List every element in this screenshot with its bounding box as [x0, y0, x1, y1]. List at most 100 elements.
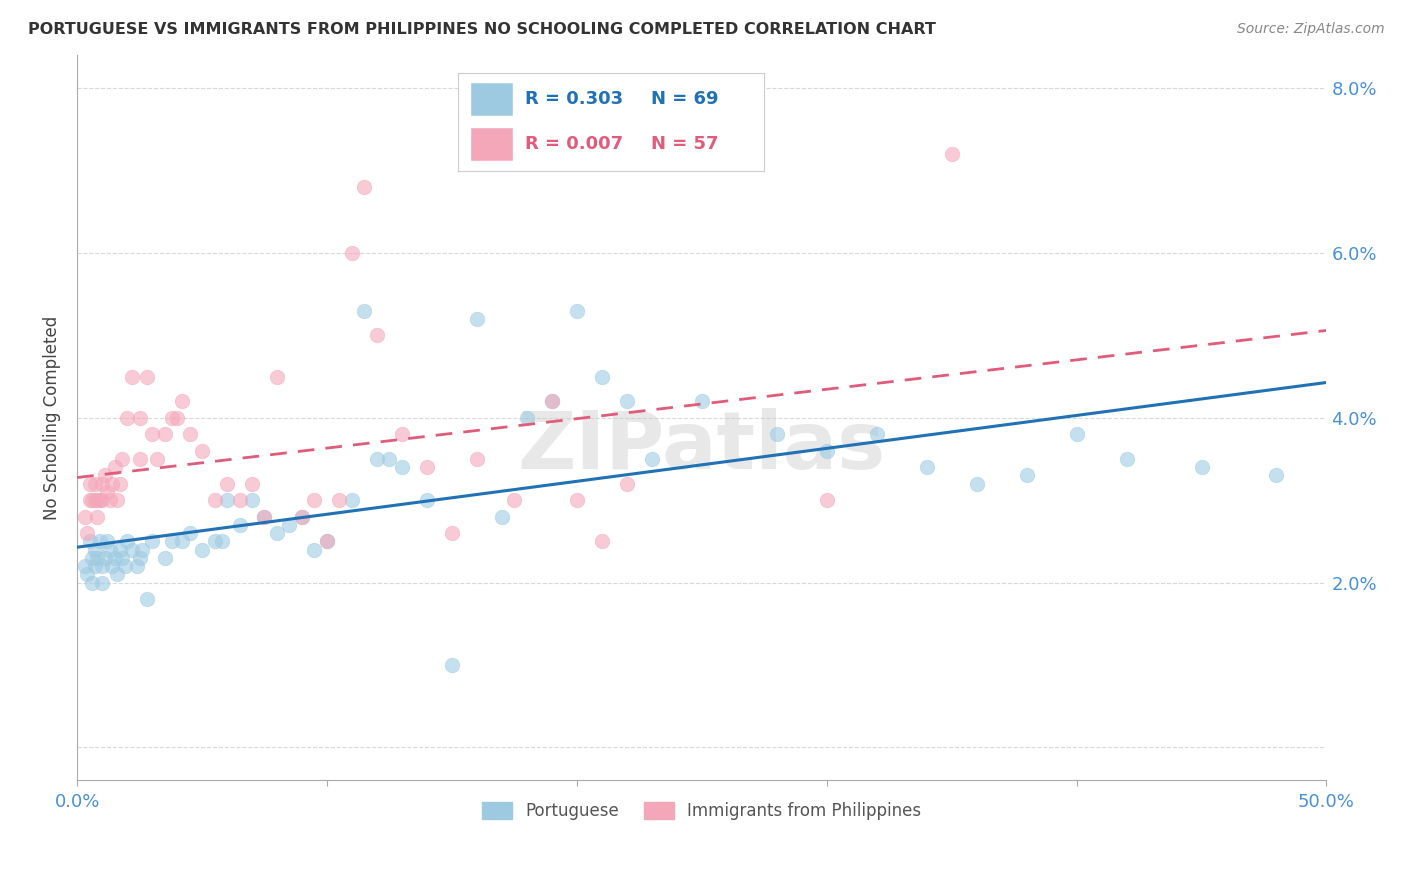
Point	[866, 427, 889, 442]
Point	[440, 526, 463, 541]
Point	[136, 369, 159, 384]
Point	[211, 534, 233, 549]
Point	[80, 550, 103, 565]
Point	[80, 575, 103, 590]
Point	[83, 542, 105, 557]
Point	[366, 451, 388, 466]
Point	[915, 460, 938, 475]
Point	[278, 517, 301, 532]
Point	[73, 559, 96, 574]
Point	[160, 534, 183, 549]
Point	[815, 443, 838, 458]
Point	[170, 534, 193, 549]
Point	[79, 493, 101, 508]
Point	[516, 410, 538, 425]
Point	[96, 484, 118, 499]
Point	[1015, 468, 1038, 483]
Point	[491, 509, 513, 524]
Point	[86, 550, 108, 565]
Point	[291, 509, 314, 524]
Point	[304, 493, 326, 508]
Point	[128, 550, 150, 565]
Point	[240, 476, 263, 491]
Point	[179, 427, 201, 442]
Point	[591, 369, 613, 384]
Point	[121, 542, 143, 557]
Point	[76, 567, 98, 582]
Point	[765, 427, 787, 442]
Point	[616, 394, 638, 409]
Point	[291, 509, 314, 524]
Point	[1191, 460, 1213, 475]
Point	[378, 451, 401, 466]
Point	[266, 369, 288, 384]
Point	[79, 476, 101, 491]
Point	[228, 493, 250, 508]
Point	[204, 534, 226, 549]
Point	[591, 534, 613, 549]
Point	[131, 542, 153, 557]
Point	[98, 542, 121, 557]
Point	[101, 476, 124, 491]
Y-axis label: No Schooling Completed: No Schooling Completed	[44, 316, 60, 520]
Point	[93, 468, 115, 483]
Point	[153, 550, 176, 565]
Point	[111, 550, 134, 565]
Point	[340, 493, 363, 508]
Point	[1115, 451, 1137, 466]
Point	[91, 476, 114, 491]
Point	[215, 493, 238, 508]
Point	[146, 451, 169, 466]
Point	[179, 526, 201, 541]
Point	[80, 493, 103, 508]
Point	[328, 493, 350, 508]
Point	[98, 493, 121, 508]
Point	[166, 410, 188, 425]
Point	[128, 451, 150, 466]
Point	[465, 451, 488, 466]
Point	[89, 534, 111, 549]
Point	[340, 246, 363, 260]
Point	[114, 559, 136, 574]
Point	[503, 493, 526, 508]
Point	[125, 559, 148, 574]
Point	[416, 460, 439, 475]
Point	[240, 493, 263, 508]
Point	[966, 476, 988, 491]
Point	[103, 550, 125, 565]
Point	[170, 394, 193, 409]
Point	[160, 410, 183, 425]
Point	[128, 410, 150, 425]
Point	[91, 559, 114, 574]
Point	[465, 311, 488, 326]
Point	[86, 509, 108, 524]
Point	[1265, 468, 1288, 483]
Point	[93, 550, 115, 565]
Point	[108, 542, 131, 557]
Point	[83, 476, 105, 491]
Point	[115, 534, 138, 549]
Point	[215, 476, 238, 491]
Point	[103, 460, 125, 475]
Text: ZIPatlas: ZIPatlas	[517, 408, 886, 486]
Point	[89, 493, 111, 508]
Point	[136, 592, 159, 607]
Legend: Portuguese, Immigrants from Philippines: Portuguese, Immigrants from Philippines	[475, 795, 928, 826]
Point	[353, 180, 375, 194]
Point	[316, 534, 339, 549]
Point	[96, 534, 118, 549]
Point	[540, 394, 562, 409]
Point	[204, 493, 226, 508]
Point	[815, 493, 838, 508]
Point	[191, 443, 214, 458]
Point	[565, 303, 588, 318]
Point	[101, 559, 124, 574]
Point	[79, 534, 101, 549]
Point	[540, 394, 562, 409]
Point	[108, 476, 131, 491]
Point	[83, 493, 105, 508]
Text: PORTUGUESE VS IMMIGRANTS FROM PHILIPPINES NO SCHOOLING COMPLETED CORRELATION CHA: PORTUGUESE VS IMMIGRANTS FROM PHILIPPINE…	[28, 22, 936, 37]
Point	[416, 493, 439, 508]
Point	[253, 509, 276, 524]
Point	[440, 657, 463, 672]
